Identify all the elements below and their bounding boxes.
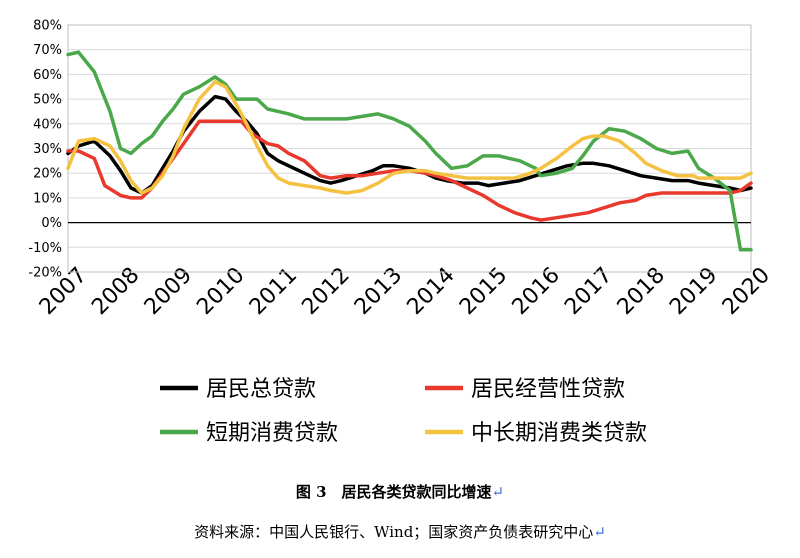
legend-label: 居民经营性贷款 (471, 377, 625, 402)
x-tick-label: 2011 (245, 263, 302, 320)
return-mark-icon: ↵ (593, 523, 606, 541)
x-tick-label: 2018 (613, 263, 670, 320)
legend-label: 中长期消费类贷款 (471, 421, 647, 446)
figure-source-text: 资料来源：中国人民银行、Wind；国家资产负债表研究中心 (194, 523, 594, 541)
legend-label: 居民总贷款 (206, 377, 316, 402)
x-tick-label: 2019 (665, 263, 722, 320)
series-line (66, 80, 753, 195)
y-tick-label: -10% (28, 241, 62, 256)
y-tick-label: 20% (33, 167, 62, 182)
return-mark-icon: ↵ (491, 483, 505, 501)
series-line (66, 50, 753, 252)
figure-caption: 图 3 居民各类贷款同比增速↵ (0, 481, 800, 502)
x-axis-ticks: 2007200820092010201120122013201420152016… (35, 263, 775, 320)
x-tick-label: 2017 (560, 263, 617, 320)
x-tick-label: 2010 (192, 263, 249, 320)
gridlines (68, 24, 751, 273)
y-tick-label: 80% (33, 19, 62, 34)
x-tick-label: 2014 (403, 263, 460, 320)
line-chart: 80% 70% 60% 50% 40% 30% 20% 10% 0% -10% -20% 20072… (28, 19, 775, 447)
figure-caption-text: 图 3 居民各类贷款同比增速 (295, 483, 492, 501)
y-tick-label: -20% (28, 266, 62, 281)
x-tick-label: 2015 (455, 263, 512, 320)
plot-area-border (67, 24, 752, 273)
series-lines (66, 50, 753, 252)
series-line (66, 94, 753, 195)
y-tick-label: 10% (33, 191, 62, 206)
x-tick-label: 2009 (140, 263, 197, 320)
legend-label: 短期消费贷款 (206, 421, 338, 446)
y-tick-label: 40% (33, 117, 62, 132)
x-tick-label: 2008 (87, 263, 144, 320)
x-tick-label: 2012 (297, 263, 354, 320)
y-axis-ticks: 80% 70% 60% 50% 40% 30% 20% 10% 0% -10% -20% (28, 19, 62, 281)
figure-source: 资料来源：中国人民银行、Wind；国家资产负债表研究中心↵ (0, 521, 800, 542)
x-tick-label: 2013 (350, 263, 407, 320)
y-tick-label: 70% (33, 43, 62, 58)
x-tick-label: 2020 (718, 263, 775, 320)
x-tick-label: 2016 (508, 263, 565, 320)
y-tick-label: 60% (33, 68, 62, 83)
y-tick-label: 0% (41, 216, 62, 231)
y-tick-label: 50% (33, 93, 62, 108)
y-tick-label: 30% (33, 142, 62, 157)
